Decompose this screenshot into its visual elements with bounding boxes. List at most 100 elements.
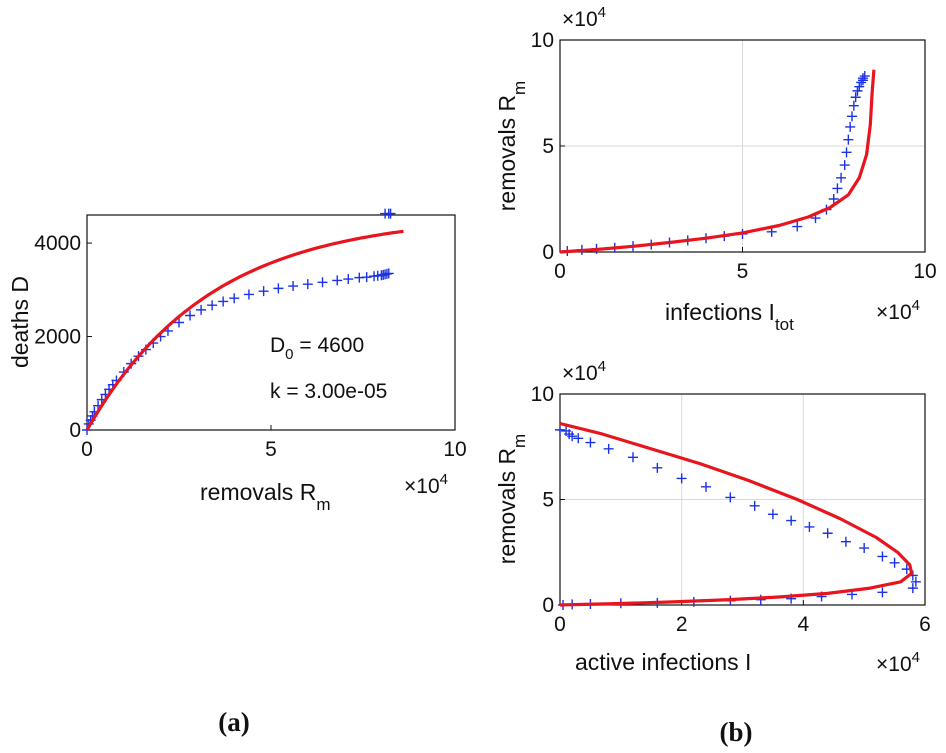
- y-tick-label: 5: [542, 489, 554, 512]
- data-marker: [749, 500, 760, 511]
- x-multiplier-exponent: 4: [440, 471, 448, 488]
- y-tick-label: 10: [531, 383, 554, 406]
- x-axis-label: infections Itot: [665, 299, 794, 334]
- x-multiplier-label: ×104: [404, 471, 448, 498]
- data-marker: [218, 296, 229, 307]
- data-marker: [877, 551, 888, 562]
- data-marker: [804, 521, 815, 532]
- fit-curve: [559, 69, 876, 254]
- panel-caption: (a): [218, 707, 249, 737]
- x-tick-label: 2: [676, 613, 688, 636]
- x-tick-label: 5: [265, 438, 277, 461]
- data-marker: [828, 194, 839, 204]
- annotation-d0-value: = 4600: [294, 334, 365, 357]
- y-axis-label-group: removals Rm: [494, 81, 529, 211]
- data-marker: [792, 221, 803, 232]
- data-marker: [603, 443, 614, 454]
- y-multiplier-exponent: 4: [598, 4, 606, 21]
- y-tick-label: 2000: [34, 326, 81, 349]
- y-axis-label: deaths D: [7, 276, 33, 368]
- y-multiplier-label: ×104: [562, 358, 606, 385]
- y-axis-label-var: R: [494, 448, 520, 471]
- x-multiplier-exponent: 4: [912, 297, 920, 314]
- y-multiplier-label: ×104: [562, 4, 606, 31]
- y-tick-label: 0: [542, 594, 554, 617]
- data-marker: [573, 433, 584, 444]
- data-marker: [383, 268, 394, 279]
- data-marker: [567, 431, 578, 442]
- data-marker: [854, 81, 865, 92]
- data-marker: [859, 543, 870, 554]
- data-marker: [840, 536, 851, 547]
- y-tick-label: 5: [542, 135, 554, 158]
- data-marker: [585, 437, 596, 448]
- data-marker: [273, 283, 284, 294]
- fit-curve: [559, 421, 914, 607]
- x-tick-label: 10: [443, 438, 466, 461]
- data-marker: [841, 147, 852, 158]
- x-tick-label: 4: [797, 613, 809, 636]
- data-marker: [889, 557, 900, 568]
- data-marker: [243, 289, 254, 300]
- data-marker: [786, 515, 797, 526]
- data-marker: [185, 310, 196, 321]
- data-marker: [850, 92, 861, 103]
- annotation-d0-sub: 0: [285, 346, 293, 363]
- data-marker: [832, 183, 843, 194]
- y-axis-label-var: R: [494, 95, 520, 118]
- x-axis-label-sub: m: [316, 495, 330, 514]
- data-marker: [852, 85, 863, 96]
- data-marker: [302, 279, 313, 290]
- annotation-k: k = 3.00e-05: [270, 380, 387, 403]
- y-multiplier-exponent: 4: [598, 358, 606, 375]
- x-axis-label-var: I: [762, 299, 775, 325]
- x-tick-label: 6: [919, 613, 931, 636]
- data-marker: [701, 481, 711, 492]
- data-marker: [258, 286, 269, 297]
- data-marker: [877, 587, 888, 598]
- y-tick-label: 0: [542, 241, 554, 264]
- data-marker: [332, 275, 343, 286]
- data-marker: [317, 277, 328, 288]
- data-marker: [628, 452, 638, 463]
- x-multiplier-label: ×104: [876, 297, 920, 324]
- data-marker: [725, 492, 736, 503]
- x-axis-label: active infections I: [575, 649, 751, 675]
- data-marker: [859, 71, 870, 82]
- y-axis-label-sub: m: [510, 434, 529, 448]
- x-tick-label: 0: [554, 613, 566, 636]
- data-marker: [910, 576, 921, 587]
- fit-curve: [85, 229, 404, 431]
- x-tick-label: 10: [913, 260, 936, 283]
- data-marker: [361, 272, 372, 283]
- y-tick-label: 0: [69, 419, 81, 442]
- panel-a: 0 5 10 0 2000 4000 ×104 removals Rm deaths D (a) D…: [7, 208, 467, 737]
- data-marker: [229, 293, 240, 304]
- data-marker: [822, 528, 833, 539]
- data-marker: [174, 317, 184, 328]
- data-marker: [847, 111, 857, 122]
- data-marker: [288, 281, 299, 292]
- data-marker: [845, 121, 856, 132]
- x-axis-label-sub: tot: [775, 315, 794, 334]
- x-tick-label: 5: [737, 260, 749, 283]
- x-tick-label: 0: [81, 438, 93, 461]
- y-tick-label: 4000: [34, 232, 81, 255]
- data-marker: [652, 462, 663, 473]
- x-multiplier-label: ×104: [876, 649, 920, 676]
- data-marker: [676, 473, 687, 484]
- data-marker: [836, 172, 847, 183]
- y-axis-label-group: deaths D: [7, 276, 33, 368]
- y-axis-label: removals Rm: [494, 434, 529, 564]
- y-axis-label-group: removals Rm: [494, 434, 529, 564]
- data-marker: [207, 300, 218, 311]
- data-marker: [856, 77, 867, 88]
- x-tick-label: 0: [554, 260, 566, 283]
- panel-b-bottom: 0 2 4 6 0 5 10 ×104 ×104 active infections I remov…: [494, 358, 931, 676]
- data-marker: [848, 100, 859, 111]
- x-axis-label-var: I: [739, 649, 752, 675]
- data-marker: [839, 160, 850, 171]
- data-marker: [343, 274, 354, 285]
- data-marker: [767, 509, 778, 520]
